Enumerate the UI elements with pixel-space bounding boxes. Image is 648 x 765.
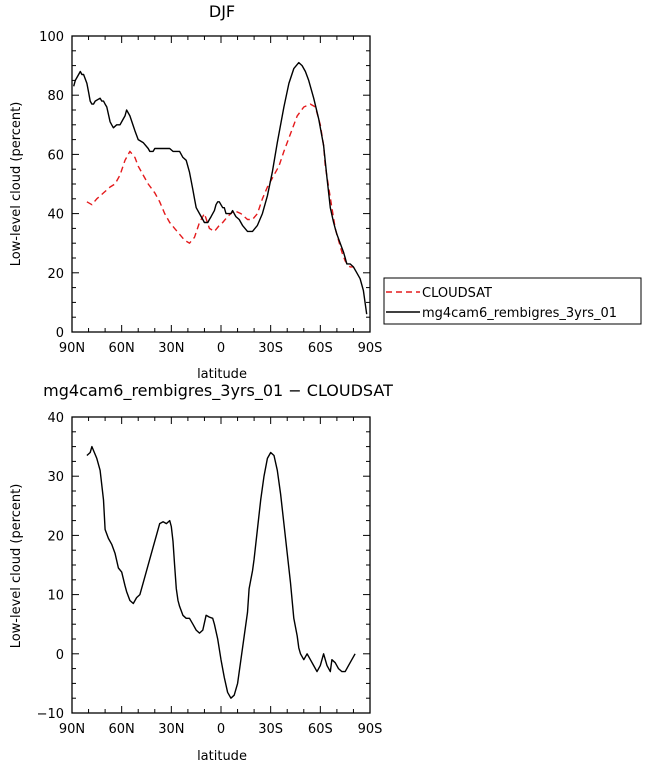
bottom-x-tick-label: 60S bbox=[308, 722, 333, 737]
top-y-tick-label: 0 bbox=[56, 326, 64, 341]
top-y-tick-label: 80 bbox=[47, 89, 64, 104]
bottom-y-tick-label: 20 bbox=[47, 529, 64, 544]
bottom-y-tick-label: −10 bbox=[37, 707, 64, 722]
bottom-x-tick-label: 90S bbox=[358, 722, 383, 737]
top-chart-title: DJF bbox=[209, 2, 235, 21]
bottom-x-tick-label: 30N bbox=[158, 722, 184, 737]
top-x-tick-label: 60N bbox=[109, 341, 135, 356]
bottom-x-axis-label: latitude bbox=[197, 749, 247, 764]
bottom-plot-frame bbox=[71, 416, 371, 714]
top-series-line-cloudsat bbox=[86, 103, 354, 268]
top-x-tick-label: 30S bbox=[258, 341, 283, 356]
top-plot-frame bbox=[71, 35, 371, 333]
bottom-chart-title: mg4cam6_rembigres_3yrs_01 − CLOUDSAT bbox=[43, 381, 393, 401]
top-x-axis-label: latitude bbox=[197, 367, 247, 382]
bottom-y-tick-label: 0 bbox=[56, 648, 64, 663]
top-y-tick-label: 20 bbox=[47, 267, 64, 282]
top-x-tick-label: 90N bbox=[59, 341, 85, 356]
bottom-x-tick-label: 0 bbox=[217, 722, 225, 737]
top-panel: DJF latitude Low-level cloud (percent) 9… bbox=[9, 2, 382, 382]
top-x-tick-label: 90S bbox=[358, 341, 383, 356]
bottom-x-tick-label: 90N bbox=[59, 722, 85, 737]
legend: CLOUDSAT mg4cam6_rembigres_3yrs_01 bbox=[383, 277, 642, 325]
legend-box bbox=[383, 277, 642, 325]
top-y-tick-label: 100 bbox=[39, 30, 64, 45]
legend-label-cloudsat: CLOUDSAT bbox=[422, 286, 492, 301]
bottom-x-tick-label: 30S bbox=[258, 722, 283, 737]
bottom-y-tick-label: 40 bbox=[47, 411, 64, 426]
top-series-line-mg4cam6-rembigres-3yrs-01 bbox=[73, 61, 368, 315]
bottom-y-tick-label: 10 bbox=[47, 589, 64, 604]
top-x-tick-label: 60S bbox=[308, 341, 333, 356]
top-x-tick-label: 30N bbox=[158, 341, 184, 356]
top-y-axis-label: Low-level cloud (percent) bbox=[9, 102, 24, 267]
bottom-x-tick-label: 60N bbox=[109, 722, 135, 737]
bottom-y-axis-label: Low-level cloud (percent) bbox=[9, 484, 24, 649]
bottom-series-line-0 bbox=[86, 445, 356, 699]
bottom-y-tick-label: 30 bbox=[47, 470, 64, 485]
top-y-tick-label: 60 bbox=[47, 148, 64, 163]
top-y-tick-label: 40 bbox=[47, 208, 64, 223]
top-x-tick-label: 0 bbox=[217, 341, 225, 356]
legend-label-model: mg4cam6_rembigres_3yrs_01 bbox=[422, 306, 617, 321]
bottom-panel: mg4cam6_rembigres_3yrs_01 − CLOUDSAT lat… bbox=[9, 381, 393, 764]
